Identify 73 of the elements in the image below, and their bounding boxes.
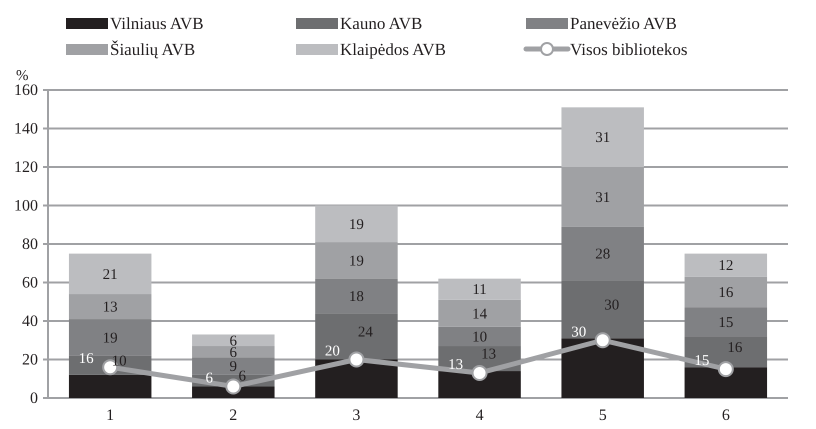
x-tick-label: 2 — [229, 407, 238, 424]
bar — [68, 294, 152, 320]
data-label: 21 — [102, 266, 118, 283]
bar — [561, 280, 644, 338]
bar — [561, 226, 644, 281]
data-label: 10 — [112, 353, 127, 370]
data-label: 9 — [230, 359, 238, 376]
data-label: 20 — [324, 344, 340, 360]
bar — [315, 313, 398, 360]
bar — [438, 278, 521, 300]
data-label: 16 — [78, 351, 94, 368]
bar — [684, 308, 768, 336]
bar — [68, 254, 152, 294]
data-label: 13 — [448, 356, 464, 373]
x-tick-label: 6 — [722, 407, 730, 424]
legend-label: Kauno AVB — [340, 14, 422, 33]
bar — [315, 278, 398, 314]
bar — [684, 254, 768, 277]
y-tick-label: 60 — [22, 274, 38, 292]
data-label: 13 — [481, 346, 496, 363]
point — [472, 364, 488, 381]
data-label: 6 — [238, 368, 247, 385]
x-tick-label: 3 — [352, 407, 360, 424]
data-label: 15 — [694, 353, 710, 370]
bar — [438, 326, 521, 346]
bar — [684, 367, 768, 398]
data-label: 30 — [604, 297, 620, 314]
data-label: 30 — [571, 324, 586, 340]
legend-label: Panevėžio AVB — [570, 14, 677, 33]
y-tick-label: 20 — [22, 352, 38, 368]
data-label: 15 — [718, 314, 734, 331]
bar — [68, 374, 152, 398]
bar — [315, 206, 398, 242]
data-label: 12 — [718, 258, 734, 274]
bar — [192, 334, 275, 346]
y-tick-label: 160 — [14, 82, 38, 99]
point — [594, 332, 611, 348]
bar — [438, 371, 521, 398]
y-tick-label: 0 — [30, 390, 38, 407]
bar — [561, 338, 644, 398]
y-tick-label: 140 — [14, 120, 38, 138]
point — [348, 352, 364, 368]
data-label: 13 — [102, 300, 118, 316]
data-label: 10 — [472, 329, 488, 346]
data-label: 31 — [595, 190, 610, 206]
data-label: 16 — [727, 340, 743, 356]
data-label: 14 — [472, 306, 488, 322]
y-tick-label: 120 — [14, 159, 38, 176]
data-label: 6 — [230, 344, 238, 361]
data-label: 24 — [358, 324, 374, 340]
x-tick-label: 5 — [598, 407, 607, 424]
point — [718, 361, 734, 378]
data-label: 19 — [348, 253, 364, 270]
y-axis-title: % — [16, 68, 28, 84]
bar — [192, 346, 275, 358]
data-label: 6 — [206, 370, 214, 386]
y-tick-label: 100 — [14, 198, 38, 214]
data-label: 18 — [348, 288, 364, 305]
data-label: 19 — [348, 216, 364, 233]
legend-label: Klaipėdos AVB — [340, 40, 446, 59]
data-label: 31 — [595, 130, 610, 146]
y-tick-label: 80 — [22, 236, 38, 253]
x-tick-label: 1 — [106, 407, 114, 424]
legend-label: Visos bibliotekos — [570, 40, 688, 59]
legend-label: Vilniaus AVB — [110, 14, 204, 33]
legend-label: Šiaulių AVB — [110, 40, 196, 59]
data-label: 19 — [102, 330, 118, 346]
data-label: 11 — [472, 282, 487, 298]
y-tick-label: 40 — [22, 313, 38, 330]
data-label: 16 — [718, 285, 734, 302]
data-label: 28 — [595, 246, 610, 263]
bar — [561, 107, 644, 167]
x-tick-label: 4 — [476, 407, 484, 424]
